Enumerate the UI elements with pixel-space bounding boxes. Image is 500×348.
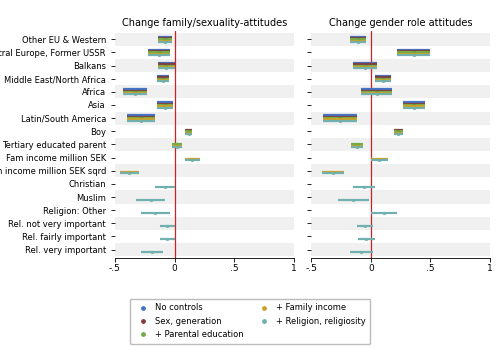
- Bar: [312, 190, 490, 204]
- Title: Change family/sexuality-attitudes: Change family/sexuality-attitudes: [122, 18, 287, 28]
- Bar: [115, 217, 294, 230]
- Legend: No controls, Sex, generation, + Parental education, + Family income, + Religion,: No controls, Sex, generation, + Parental…: [130, 299, 370, 344]
- Bar: [115, 243, 294, 256]
- Bar: [115, 190, 294, 204]
- Bar: [115, 59, 294, 72]
- Title: Change gender role attitudes: Change gender role attitudes: [329, 18, 472, 28]
- Bar: [312, 33, 490, 46]
- Bar: [312, 243, 490, 256]
- Bar: [115, 164, 294, 177]
- Bar: [312, 164, 490, 177]
- Bar: [312, 59, 490, 72]
- Bar: [115, 85, 294, 98]
- Bar: [115, 112, 294, 125]
- Bar: [115, 138, 294, 151]
- Bar: [312, 85, 490, 98]
- Bar: [312, 217, 490, 230]
- Bar: [312, 112, 490, 125]
- Bar: [312, 138, 490, 151]
- Bar: [115, 33, 294, 46]
